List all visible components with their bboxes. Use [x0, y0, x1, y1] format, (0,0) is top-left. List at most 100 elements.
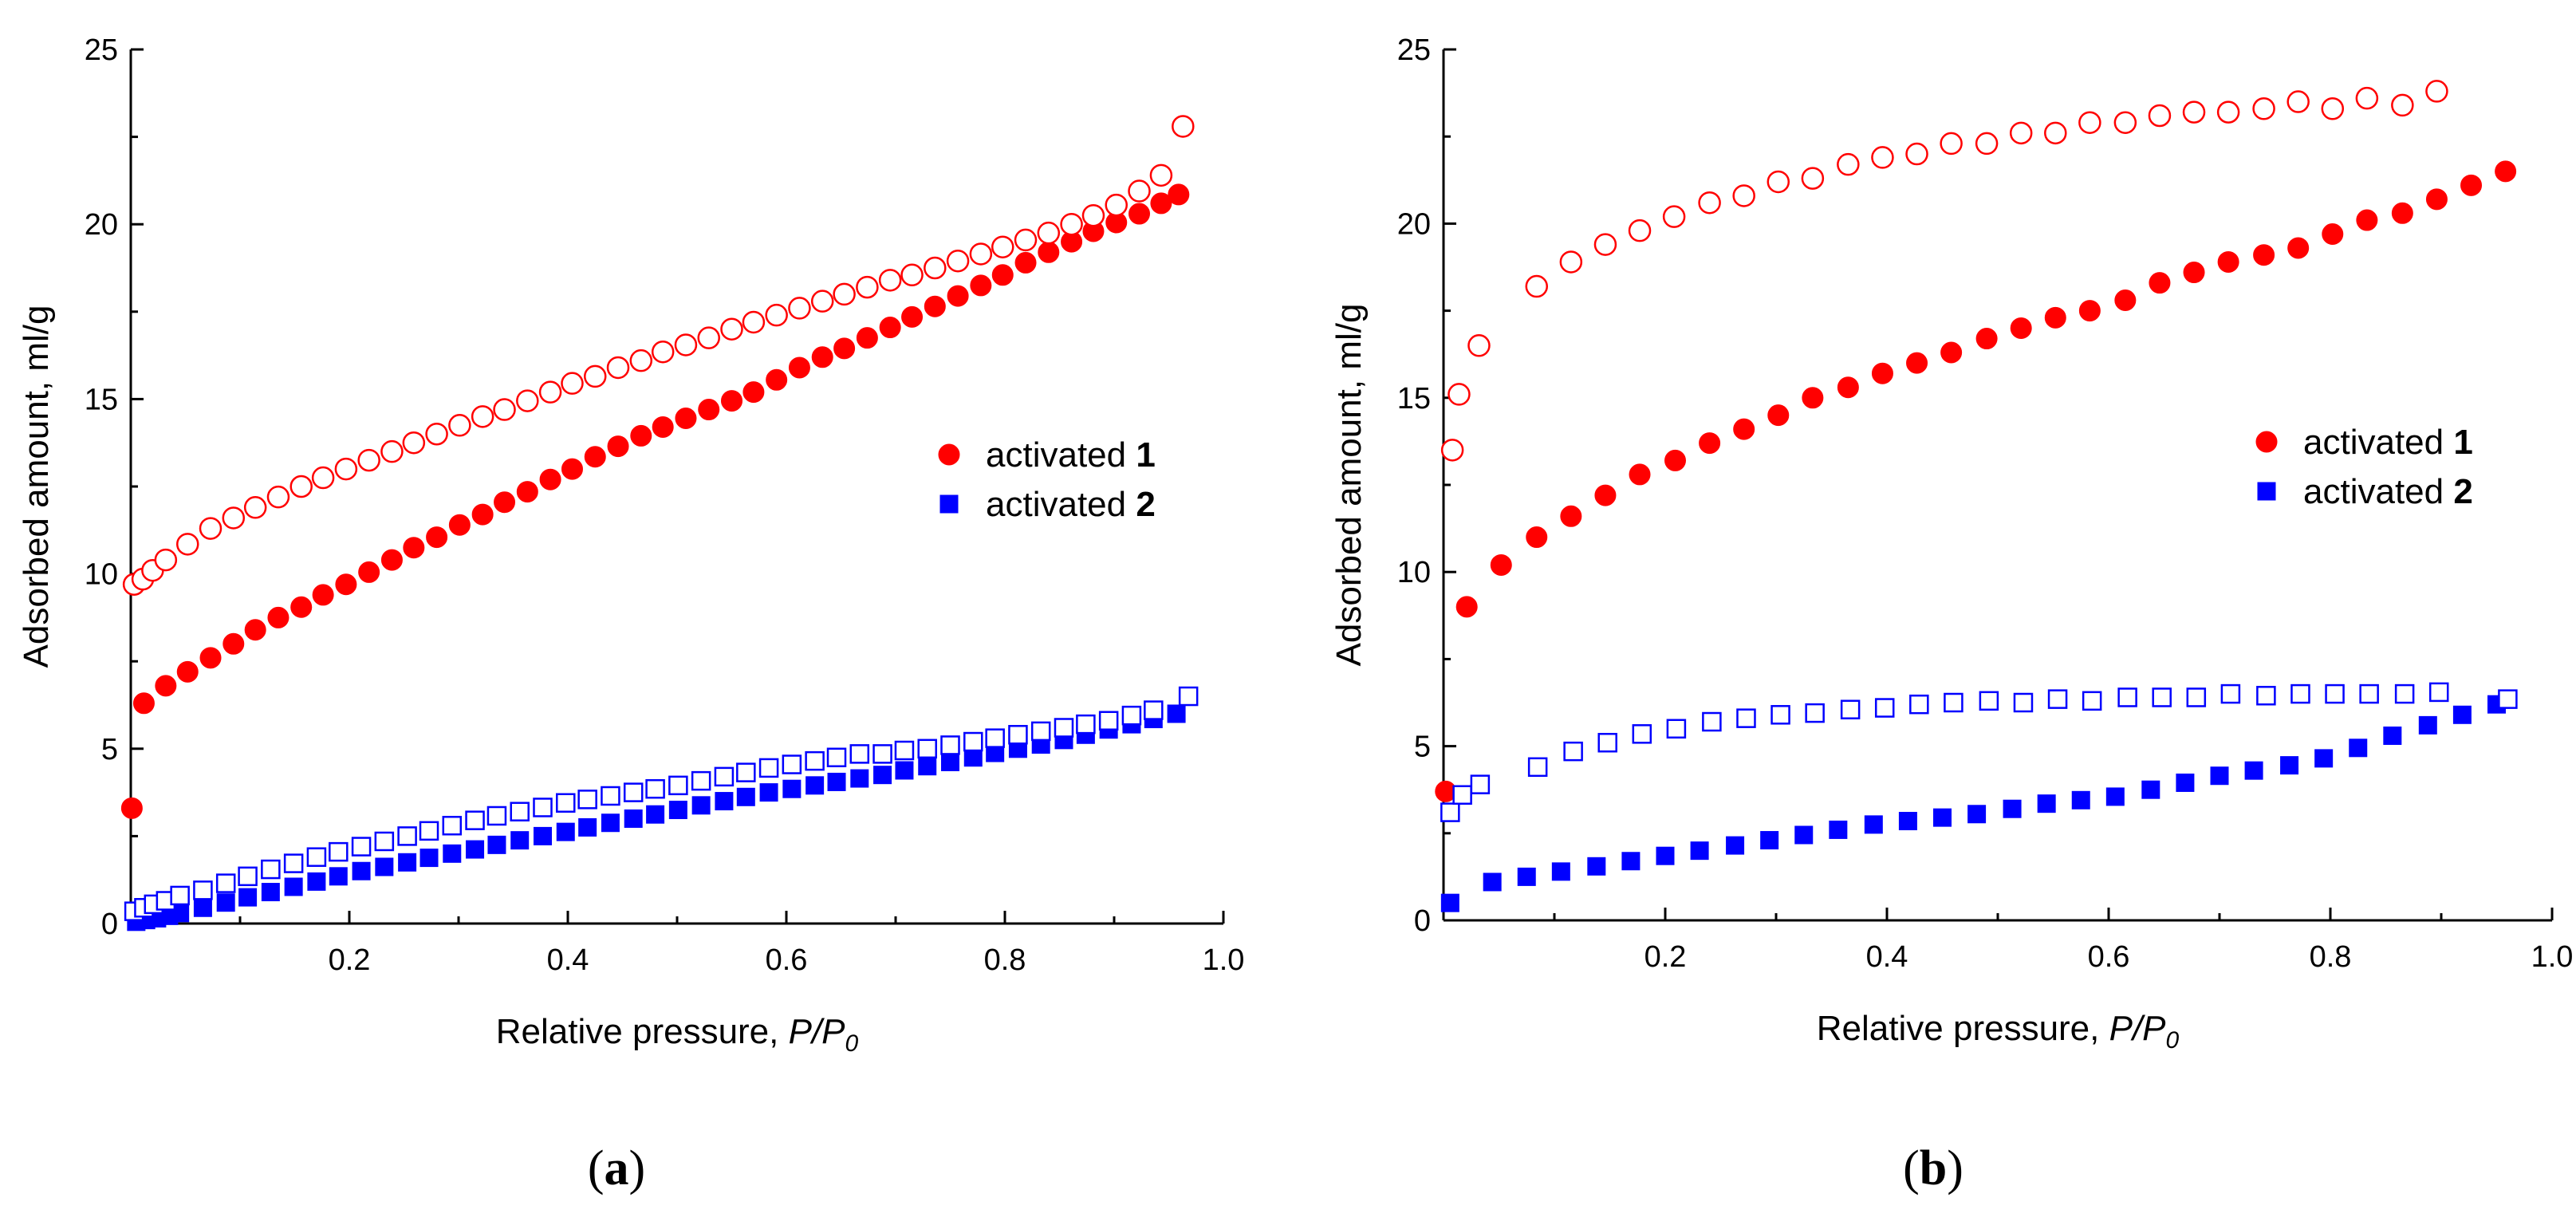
data-point-b-series4: [2047, 689, 2068, 709]
data-point-a-series2: [924, 256, 947, 280]
data-point-b-series4: [1840, 699, 1861, 719]
y-tick-label: 5: [1414, 731, 1431, 764]
data-point-a-series1: [223, 632, 245, 655]
data-point-a-series1: [833, 337, 856, 360]
data-point-b-series1: [2322, 223, 2344, 246]
data-point-b-series2: [1448, 383, 1471, 406]
data-point-a-series2: [516, 389, 539, 412]
y-tick-label: 20: [1397, 207, 1431, 241]
data-point-a-series4: [782, 754, 802, 774]
data-point-b-series2: [2425, 80, 2448, 103]
data-point-b-series2: [1732, 184, 1755, 207]
y-tick-label: 15: [85, 383, 118, 416]
data-point-b-series2: [1559, 250, 1583, 274]
data-point-b-series3: [1551, 862, 1570, 881]
data-point-a-series4: [283, 853, 304, 873]
data-point-a-series1: [199, 647, 222, 669]
legend-label: activated 2: [2303, 472, 2473, 511]
data-point-a-series2: [1149, 163, 1173, 187]
data-point-a-series4: [510, 802, 530, 821]
data-point-b-series2: [1593, 233, 1617, 256]
data-point-a-series3: [398, 853, 417, 872]
data-point-a-series3: [419, 849, 439, 868]
data-point-a-series2: [629, 349, 653, 372]
data-point-a-series2: [311, 466, 335, 490]
x-tick-label: 0.2: [1644, 940, 1687, 974]
data-point-a-series4: [306, 847, 327, 867]
data-point-a-series3: [691, 796, 711, 815]
data-point-b-series2: [2044, 121, 2067, 145]
data-point-a-series3: [216, 893, 235, 912]
panel-a-letter: a: [605, 1141, 629, 1195]
data-point-a-series4: [645, 778, 665, 799]
data-point-a-series3: [668, 801, 687, 820]
data-point-b-series4: [1563, 741, 1583, 762]
data-point-a-series2: [1014, 228, 1038, 252]
y-tick-label: 25: [1397, 33, 1431, 67]
data-point-a-series3: [782, 779, 802, 798]
data-point-a-series1: [652, 416, 674, 438]
data-point-a-series4: [1076, 714, 1096, 735]
data-point-a-series4: [963, 731, 983, 752]
data-point-b-series3: [1621, 852, 1641, 871]
data-point-a-series2: [1060, 212, 1083, 236]
data-point-a-series4: [601, 786, 620, 806]
data-point-a-series1: [607, 435, 629, 458]
data-point-b-series1: [2495, 160, 2517, 183]
data-point-b-series3: [1933, 808, 1952, 827]
data-point-a-series3: [805, 776, 825, 795]
data-point-b-series4: [2186, 687, 2207, 707]
data-point-b-series4: [1470, 774, 1491, 794]
data-point-a-series4: [397, 826, 417, 846]
data-point-b-series4: [1632, 724, 1652, 744]
data-point-a-series2: [833, 282, 856, 306]
data-point-b-series1: [2183, 262, 2205, 284]
data-point-a-series3: [284, 877, 303, 896]
data-point-b-series2: [2182, 100, 2206, 124]
data-point-a-series2: [584, 364, 607, 388]
data-point-b-series4: [1771, 705, 1790, 725]
data-point-a-series1: [448, 514, 471, 536]
data-point-b-series2: [2391, 93, 2414, 117]
data-point-a-series1: [312, 584, 334, 606]
data-point-a-series3: [646, 805, 665, 824]
x-axis-title-text: Relative pressure,: [496, 1012, 789, 1051]
data-point-a-series4: [826, 747, 847, 768]
data-point-b-series1: [2253, 244, 2275, 266]
data-point-a-series1: [516, 481, 538, 503]
data-point-a-series4: [486, 806, 507, 826]
data-point-a-series4: [691, 770, 711, 791]
data-point-a-series1: [584, 446, 606, 468]
data-point-a-series1: [494, 491, 516, 514]
data-point-a-series4: [1030, 721, 1051, 742]
data-point-a-series4: [940, 735, 960, 755]
data-point-b-series2: [1940, 132, 1963, 156]
data-point-b-series4: [1527, 757, 1548, 778]
data-point-a-series4: [533, 798, 553, 817]
data-point-b-series4: [2152, 687, 2172, 707]
data-point-b-series1: [1802, 387, 1824, 409]
data-point-b-series4: [2256, 686, 2276, 706]
data-point-a-series2: [606, 356, 630, 380]
data-point-b-series2: [2009, 121, 2033, 145]
data-point-a-series2: [357, 448, 380, 472]
data-point-b-series3: [1517, 867, 1536, 886]
data-point-b-series2: [1767, 170, 1790, 194]
data-point-b-series3: [2280, 756, 2299, 775]
x-axis-title: Relative pressure, P/P0: [1817, 1009, 2180, 1054]
legend-label-number: 2: [1136, 485, 1155, 524]
panel-b-letter: b: [1920, 1141, 1947, 1195]
data-point-a-series4: [442, 815, 463, 836]
data-point-a-series1: [120, 797, 143, 819]
data-point-a-series3: [238, 888, 258, 907]
data-point-a-series3: [533, 826, 552, 845]
legend-label-number: 1: [1136, 435, 1155, 475]
data-point-b-series1: [2114, 289, 2137, 311]
data-point-a-series3: [759, 783, 778, 802]
data-point-b-series1: [1837, 376, 1859, 399]
data-point-b-series4: [1702, 711, 1722, 732]
data-point-a-series4: [577, 790, 597, 809]
data-point-a-series3: [918, 757, 937, 776]
data-point-b-series1: [2044, 306, 2066, 329]
data-point-b-series1: [1733, 418, 1755, 440]
